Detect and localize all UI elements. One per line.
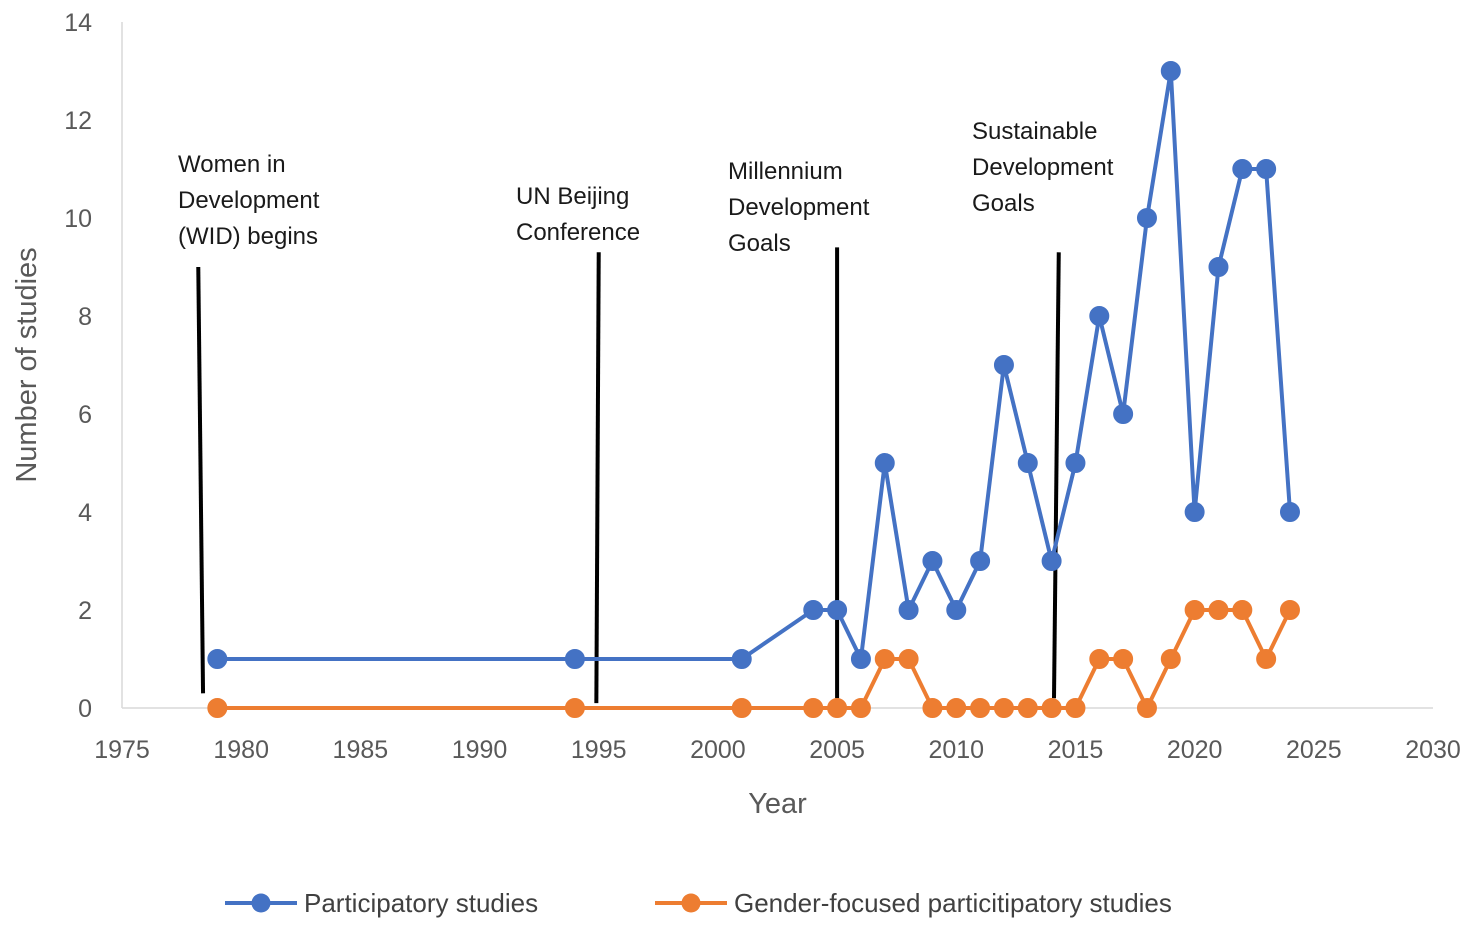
data-point — [207, 649, 228, 669]
data-point — [803, 698, 824, 718]
data-point — [1160, 649, 1181, 669]
data-point — [1017, 453, 1038, 473]
data-point — [1279, 600, 1300, 620]
data-point — [1113, 404, 1134, 424]
event-label-line: Conference — [516, 219, 640, 246]
event-label-line: Development — [972, 154, 1114, 181]
legend: Participatory studies Gender-focused part… — [225, 888, 1172, 918]
data-point — [1065, 698, 1086, 718]
event-label-line: Goals — [972, 190, 1035, 217]
y-tick-label: 8 — [78, 303, 92, 331]
data-point — [1065, 453, 1086, 473]
annotations: Women in Development (WID) begins UN Beijin… — [178, 118, 1114, 704]
legend-marker — [681, 893, 701, 913]
data-point — [1136, 698, 1157, 718]
data-point — [827, 600, 848, 620]
data-point — [564, 698, 585, 718]
event-label-line: Goals — [728, 230, 791, 257]
data-point — [922, 551, 943, 571]
data-point — [1256, 159, 1277, 179]
data-point — [1208, 257, 1229, 277]
data-series — [207, 61, 1300, 718]
data-point — [850, 649, 871, 669]
y-tick-label: 4 — [78, 499, 92, 527]
y-tick-label: 0 — [78, 695, 92, 723]
data-point — [946, 600, 967, 620]
y-axis-title: Number of studies — [11, 247, 43, 482]
data-point — [946, 698, 967, 718]
data-point — [1208, 600, 1229, 620]
x-tick-label: 1990 — [452, 736, 508, 764]
event-marker-line — [1052, 252, 1061, 699]
data-point — [1256, 649, 1277, 669]
data-point — [1041, 551, 1062, 571]
legend-label: Participatory studies — [304, 888, 538, 918]
y-tick-label: 12 — [64, 107, 92, 135]
data-point — [1184, 600, 1205, 620]
data-point — [803, 600, 824, 620]
data-point — [1089, 306, 1110, 326]
x-tick-label: 2000 — [690, 736, 746, 764]
event-marker-line — [594, 252, 601, 704]
data-point — [1232, 600, 1253, 620]
data-point — [1160, 61, 1181, 81]
data-point — [1113, 649, 1134, 669]
x-tick-label: 2005 — [809, 736, 865, 764]
x-tick-label: 2030 — [1405, 736, 1461, 764]
x-axis-title: Year — [748, 788, 807, 820]
data-point — [970, 551, 991, 571]
data-point — [731, 698, 752, 718]
event-label-line: Development — [728, 194, 870, 221]
axes: 0 2 4 6 8 10 12 14 1975 1980 1985 1990 1995 2000 2005 2… — [64, 9, 1461, 764]
y-tick-label: 14 — [64, 9, 92, 37]
data-point — [1184, 502, 1205, 522]
y-tick-label: 6 — [78, 401, 92, 429]
y-tick-label: 10 — [64, 205, 92, 233]
data-point — [1017, 698, 1038, 718]
data-point — [898, 649, 919, 669]
data-point — [207, 698, 228, 718]
event-label-line: Development — [178, 187, 320, 214]
legend-label: Gender-focused particitipatory studies — [734, 888, 1172, 918]
data-point — [731, 649, 752, 669]
data-point — [922, 698, 943, 718]
event-marker-line — [196, 266, 206, 694]
data-point — [993, 698, 1014, 718]
data-point — [993, 355, 1014, 375]
data-point — [1041, 698, 1062, 718]
data-point — [850, 698, 871, 718]
legend-marker — [251, 893, 271, 913]
x-tick-label: 1985 — [333, 736, 389, 764]
data-point — [970, 698, 991, 718]
x-tick-label: 2015 — [1048, 736, 1104, 764]
data-point — [1089, 649, 1110, 669]
x-tick-label: 1980 — [213, 736, 269, 764]
data-point — [1232, 159, 1253, 179]
data-point — [827, 698, 848, 718]
data-point — [564, 649, 585, 669]
data-point — [1279, 502, 1300, 522]
x-tick-label: 2010 — [928, 736, 984, 764]
y-tick-label: 2 — [78, 597, 92, 625]
data-point — [874, 649, 895, 669]
event-label-line: Millennium — [728, 158, 843, 185]
event-label-line: Women in — [178, 151, 286, 178]
x-tick-label: 1995 — [571, 736, 627, 764]
x-tick-label: 2020 — [1167, 736, 1223, 764]
x-tick-label: 2025 — [1286, 736, 1342, 764]
x-tick-label: 1975 — [94, 736, 150, 764]
event-label-line: UN Beijing — [516, 183, 629, 210]
data-point — [898, 600, 919, 620]
event-label-line: (WID) begins — [178, 223, 318, 250]
data-point — [1136, 208, 1157, 228]
event-label-line: Sustainable — [972, 118, 1097, 145]
data-point — [874, 453, 895, 473]
